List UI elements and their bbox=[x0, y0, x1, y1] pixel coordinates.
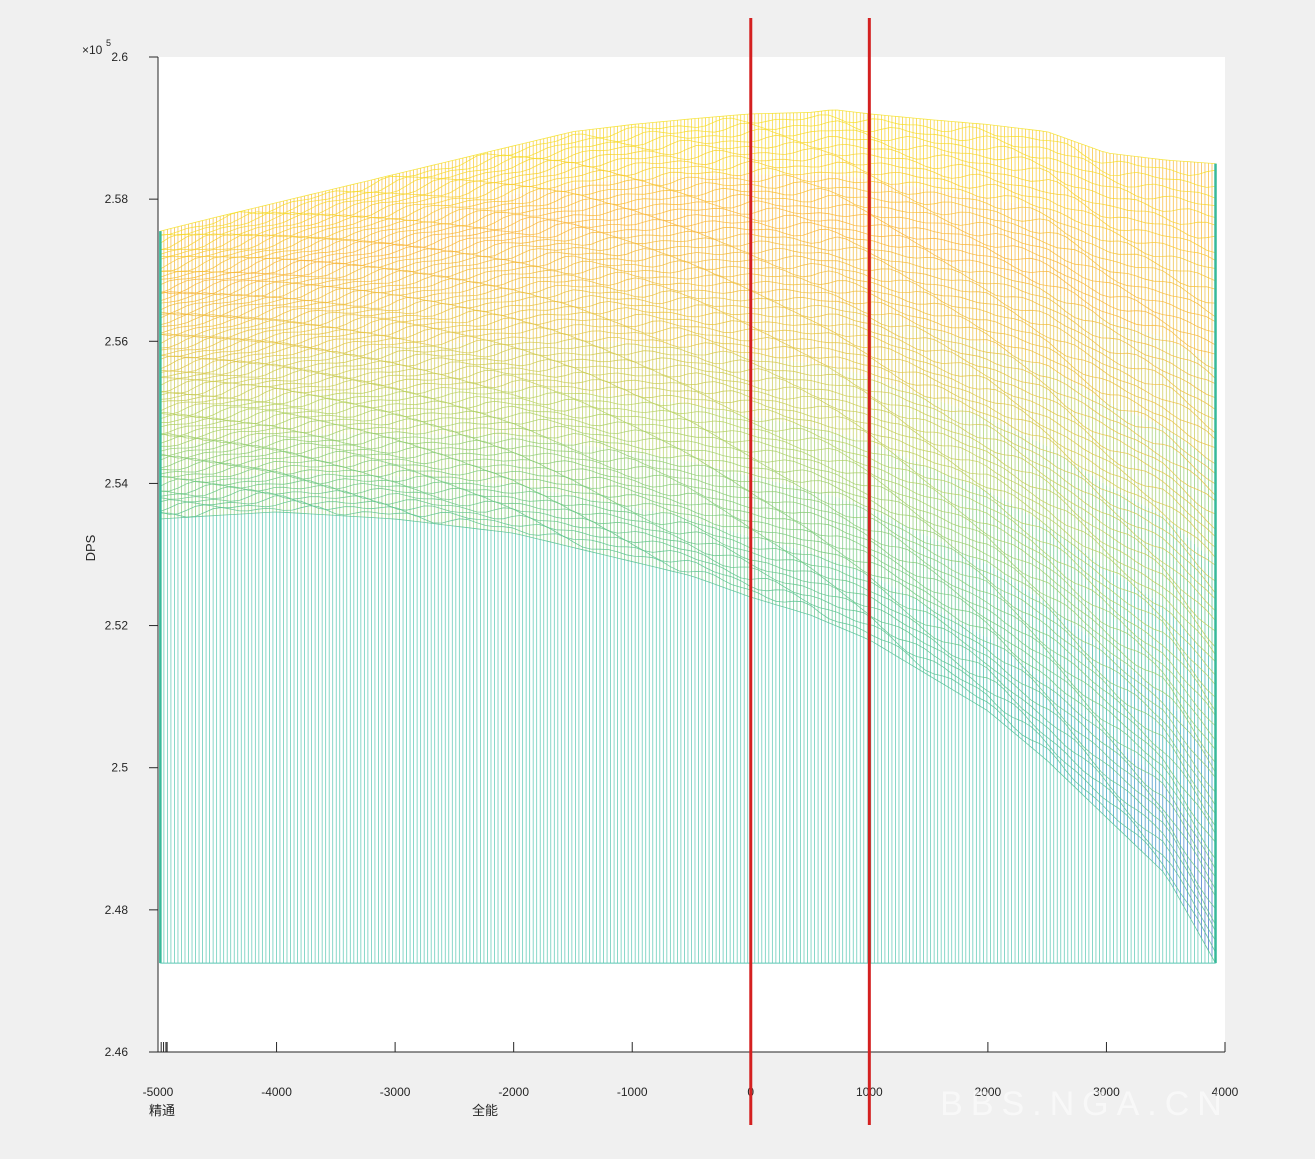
y-axis-label: DPS bbox=[83, 534, 98, 561]
mesh-row-line bbox=[160, 193, 1216, 304]
x-tick-label: 4000 bbox=[1212, 1085, 1239, 1099]
mesh-row-line bbox=[160, 467, 1216, 860]
mesh-row-line bbox=[160, 343, 1216, 582]
y-tick-label: 2.6 bbox=[111, 50, 128, 64]
mesh-row-line bbox=[160, 480, 1216, 890]
mesh-row-line bbox=[160, 254, 1216, 410]
mesh-row-line bbox=[160, 470, 1216, 870]
mesh-row-line bbox=[160, 428, 1216, 763]
mesh-row-line bbox=[160, 174, 1216, 273]
mesh-row-line bbox=[160, 432, 1216, 773]
mesh-surface bbox=[159, 109, 1217, 964]
x-tick-label: -1000 bbox=[617, 1085, 648, 1099]
watermark: BBS.NGA.CN bbox=[940, 1085, 1230, 1123]
mesh-row-line bbox=[160, 160, 1216, 260]
mesh-row-line bbox=[160, 148, 1216, 255]
mesh-row-line bbox=[160, 248, 1216, 399]
mesh-row-line bbox=[160, 511, 1216, 964]
y-tick-label: 2.56 bbox=[105, 334, 129, 348]
mesh-row-line bbox=[160, 128, 1216, 244]
y-tick-label: 2.5 bbox=[111, 761, 128, 775]
mesh-row-line bbox=[160, 230, 1216, 370]
mesh-row-line bbox=[160, 488, 1216, 910]
mesh-row-line bbox=[160, 405, 1216, 712]
mesh-row-line bbox=[160, 289, 1216, 475]
mesh-row-line bbox=[160, 505, 1216, 953]
axes: 2.46 2.48 2.5 2.52 2.54 2.56 2.58 2.6 -5000 -4000… bbox=[82, 38, 1239, 1118]
y-exponent-power: 5 bbox=[106, 38, 111, 48]
reference-lines bbox=[749, 18, 871, 1125]
mesh-row-line bbox=[160, 213, 1216, 333]
mesh-row-line bbox=[160, 332, 1216, 558]
mesh-row-line bbox=[160, 114, 1216, 236]
mesh-row-line bbox=[160, 242, 1216, 385]
mesh-row-line bbox=[160, 109, 1216, 232]
mesh-row-line bbox=[160, 385, 1216, 662]
mesh-row-line bbox=[160, 500, 1216, 941]
mesh-row-line bbox=[160, 359, 1216, 612]
mesh-row-line bbox=[160, 395, 1216, 686]
y-exponent-label: ×10 bbox=[82, 43, 103, 57]
mesh-row-line bbox=[160, 311, 1216, 515]
mesh-row-line bbox=[160, 200, 1216, 318]
mesh-row-line bbox=[160, 266, 1216, 434]
mesh-row-line bbox=[160, 327, 1216, 548]
y-tick-label: 2.58 bbox=[105, 192, 129, 206]
mesh-row-line bbox=[160, 495, 1216, 932]
x-tick-label: -4000 bbox=[261, 1085, 292, 1099]
x-tick-label: 2000 bbox=[975, 1085, 1002, 1099]
mesh-row-line bbox=[160, 441, 1216, 793]
mesh-row-line bbox=[160, 317, 1216, 530]
x-axis-label-versatility: 全能 bbox=[472, 1103, 498, 1118]
mesh-row-line bbox=[160, 347, 1216, 594]
mesh-row-line bbox=[160, 181, 1216, 282]
mesh-row-line bbox=[160, 300, 1216, 496]
x-tick-label: -5000 bbox=[143, 1085, 174, 1099]
mesh-row-line bbox=[160, 237, 1216, 379]
mesh-row-line bbox=[160, 338, 1216, 566]
mesh-row-line bbox=[160, 491, 1216, 925]
mesh-row-line bbox=[160, 207, 1216, 323]
mesh-row-line bbox=[160, 450, 1216, 815]
mesh-row-line bbox=[160, 365, 1216, 621]
mesh-row-line bbox=[160, 283, 1216, 465]
mesh-row-line bbox=[160, 322, 1216, 538]
mesh-row-line bbox=[160, 418, 1216, 741]
mesh-row-line bbox=[160, 219, 1216, 346]
mesh-row-line bbox=[160, 409, 1216, 717]
mesh-row-line bbox=[160, 459, 1216, 835]
y-tick-label: 2.46 bbox=[105, 1045, 129, 1059]
x-axis-label-mastery: 精通 bbox=[149, 1103, 175, 1118]
mesh-row-line bbox=[160, 271, 1216, 440]
mesh-row-line bbox=[160, 390, 1216, 676]
y-tick-label: 2.54 bbox=[105, 476, 129, 490]
y-tick-label: 2.52 bbox=[105, 619, 129, 633]
mesh-row-line bbox=[160, 134, 1216, 251]
mesh-row-line bbox=[160, 475, 1216, 878]
mesh-row-line bbox=[160, 379, 1216, 656]
mesh-row-line bbox=[160, 277, 1216, 449]
mesh-row-line bbox=[160, 141, 1216, 250]
x-tick-label: -3000 bbox=[380, 1085, 411, 1099]
mesh-row-line bbox=[160, 455, 1216, 827]
y-tick-label: 2.48 bbox=[105, 903, 129, 917]
mesh-row-line bbox=[160, 187, 1216, 290]
mesh-row-line bbox=[160, 224, 1216, 355]
x-tick-label: -2000 bbox=[498, 1085, 529, 1099]
mesh-row-line bbox=[160, 120, 1216, 236]
mesh-row-line bbox=[160, 446, 1216, 806]
mesh-row-line bbox=[160, 167, 1216, 270]
x-tick-label: 3000 bbox=[1093, 1085, 1120, 1099]
mesh-row-line bbox=[160, 413, 1216, 727]
mesh-row-line bbox=[160, 374, 1216, 648]
mesh-row-line bbox=[160, 295, 1216, 485]
mesh-row-line bbox=[160, 353, 1216, 600]
